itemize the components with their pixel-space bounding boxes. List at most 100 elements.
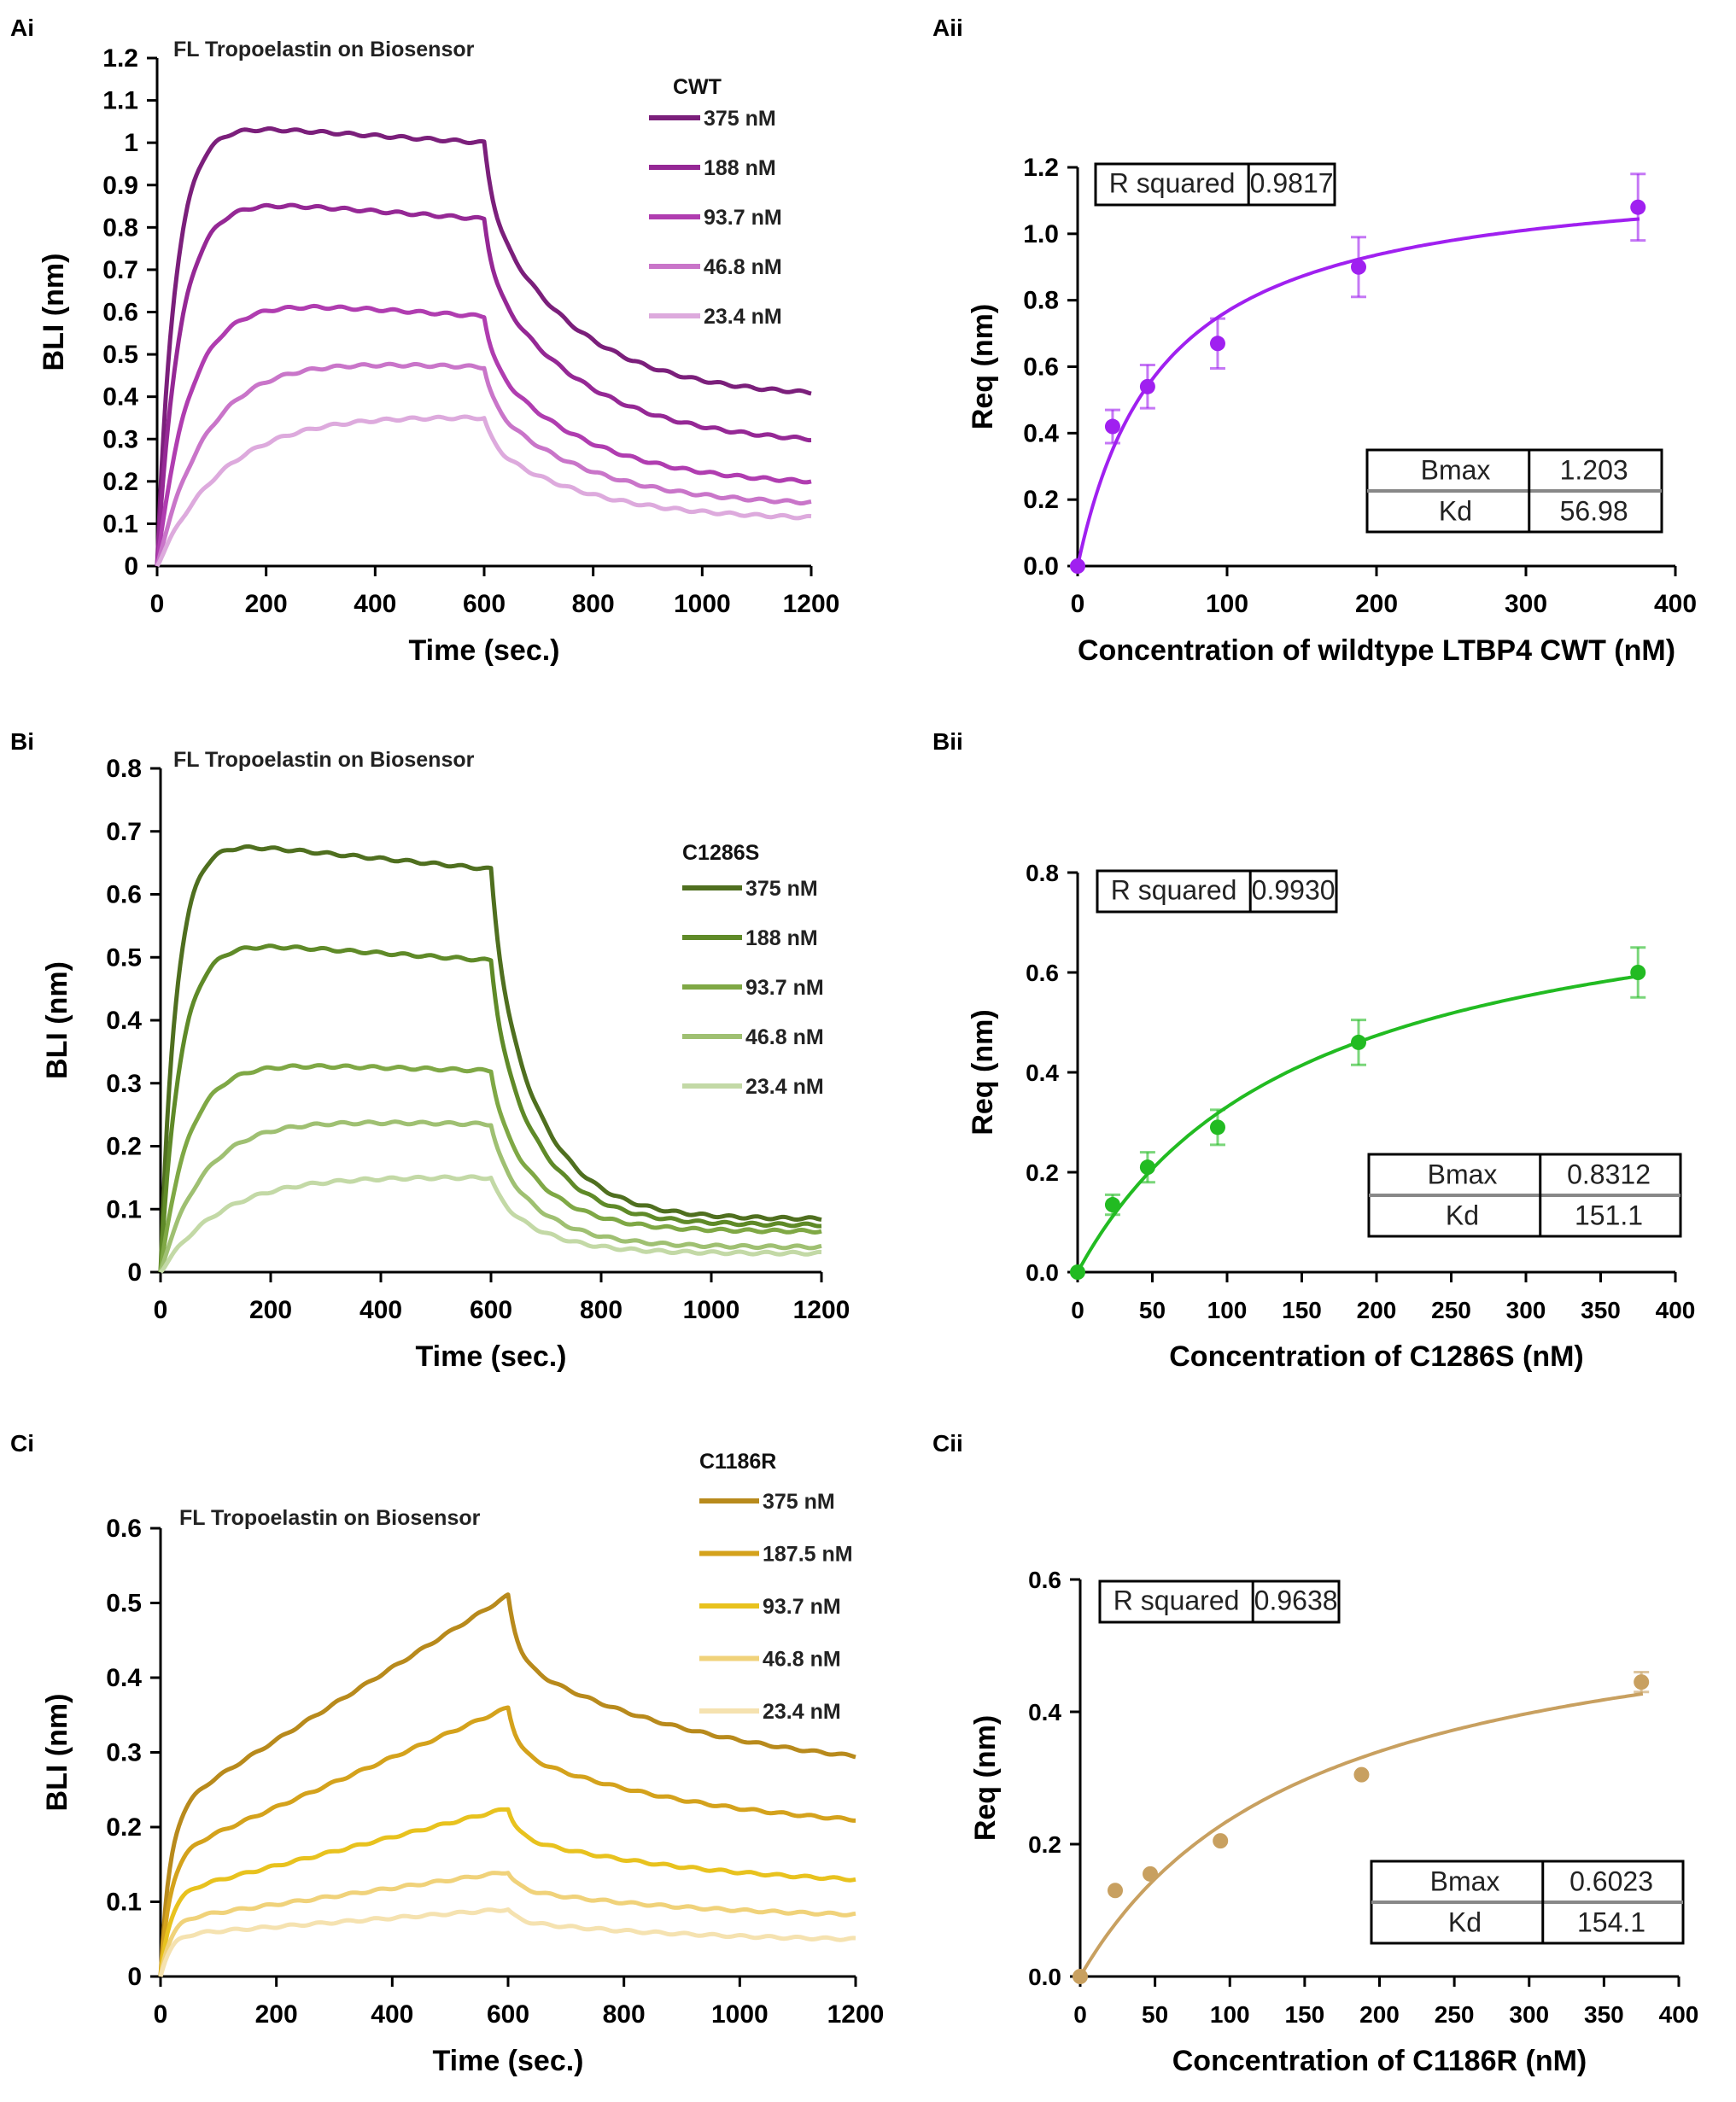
y-tick-label: 0.9 [102,172,138,200]
y-tick-label: 1 [124,129,138,157]
series-line-93-7-nm [158,1807,856,1977]
legend-item-label: 93.7 nM [763,1595,841,1619]
fit-param-label: Bmax [1421,455,1491,486]
legend-item-label: 188 nM [745,926,818,950]
x-tick-label: 200 [1357,1297,1397,1323]
y-tick-label: 0.4 [1023,419,1059,447]
y-tick-label: 1.2 [1023,154,1059,182]
r-squared-box: R squared 0.9930 [1096,869,1338,914]
x-tick-label: 1000 [674,590,731,618]
x-tick-label: 50 [1139,1297,1166,1323]
x-tick-label: 150 [1285,2001,1325,2028]
x-axis-label: Time (sec.) [408,634,559,667]
panel-aii: Aii 0.0 0.2 0.4 0.6 0.8 1.0 1.2 0 100 200 300 400 Con… [932,15,1697,667]
data-point [1104,1197,1120,1213]
x-tick-label: 250 [1431,1297,1471,1323]
series-line-375-nm [158,844,822,1273]
series-line-23-4-nm [158,1907,856,1977]
fit-param-value: 0.8312 [1567,1159,1651,1190]
y-tick-label: 0.8 [1023,287,1059,315]
fit-params-box: Bmax 0.6023 Kd 154.1 [1370,1860,1685,1945]
data-point [1139,1159,1155,1176]
y-tick-label: 0.3 [106,1739,142,1767]
y-tick-label: 0.4 [106,1664,142,1692]
panel-cii: Cii 0.0 0.2 0.4 0.6 0 50 100 150 200 250 300 350 400 C… [932,1430,1698,2077]
data-point [1351,1034,1366,1050]
data-point [1213,1833,1229,1849]
x-tick-label: 100 [1206,590,1248,618]
x-tick-label: 100 [1207,1297,1248,1323]
y-tick-label: 0.0 [1023,552,1059,581]
x-tick-label: 350 [1584,2001,1624,2028]
r-squared-label: R squared [1113,1585,1240,1616]
fit-param-label: Bmax [1430,1866,1500,1897]
y-tick-label: 0.3 [106,1070,142,1098]
series-line-46-8-nm [158,1119,822,1273]
data-point [1070,1264,1085,1280]
fit-param-value: 56.98 [1560,496,1628,527]
y-axis-label: BLI (nm) [41,1694,73,1812]
legend-item-label: 375 nM [745,877,818,901]
panel-label: Bi [10,728,34,755]
x-tick-label: 200 [1359,2001,1400,2028]
x-tick-label: 300 [1506,1297,1546,1323]
legend-item-label: 187.5 nM [763,1543,853,1567]
legend-item-label: 46.8 nM [745,1025,824,1049]
series-line-375-nm [155,126,812,567]
legend-item-label: 93.7 nM [704,206,782,230]
data-point [1209,1119,1225,1136]
x-tick-label: 0 [1073,2001,1087,2028]
x-tick-label: 200 [249,1296,292,1324]
legend-item-label: 188 nM [704,156,776,180]
fit-params-box: Bmax 1.203 Kd 56.98 [1365,448,1663,534]
legend-item-label: 23.4 nM [763,1700,841,1724]
fit-param-value: 154.1 [1577,1907,1645,1938]
series-line-188-nm [158,943,822,1273]
panel-bi: Bi 0 0.1 0.2 0.3 0.4 0.5 0.6 0.7 0.8 0 200 400 600 800… [10,728,850,1373]
y-axis-label: Req (nm) [969,1715,1002,1841]
r-squared-box-frame [1094,162,1336,207]
fit-param-value: 151.1 [1575,1200,1643,1231]
fit-curve [1078,1691,1644,1978]
x-tick-label: 0 [154,2000,168,2029]
chart-title: FL Tropoelastin on Biosensor [173,748,475,772]
y-tick-label: 0.2 [1028,1831,1061,1858]
x-tick-label: 1200 [827,2000,885,2029]
r-squared-value: 0.9817 [1250,168,1334,199]
y-tick-label: 0.3 [102,425,138,453]
fit-param-label: Kd [1439,496,1472,527]
fit-param-label: Bmax [1428,1159,1498,1190]
y-tick-label: 0.2 [1026,1159,1059,1186]
x-tick-label: 1000 [683,1296,740,1324]
series-line-375-nm [158,1592,856,1977]
y-tick-label: 0.6 [1023,353,1059,382]
fit-param-value: 1.203 [1560,455,1628,486]
panel-ci: Ci 0 0.1 0.2 0.3 0.4 0.5 0.6 0 200 400 600 800 1000 12… [10,1430,884,2077]
legend: C1286S 375 nM 188 nM 93.7 nM 46.8 nM 23.4 nM [682,841,824,1099]
x-tick-label: 250 [1435,2001,1475,2028]
fit-param-value: 0.6023 [1569,1866,1653,1897]
y-tick-label: 0 [124,552,138,581]
x-tick-label: 300 [1509,2001,1549,2028]
r-squared-value: 0.9638 [1254,1585,1338,1616]
x-tick-label: 400 [354,590,396,618]
r-squared-label: R squared [1111,875,1237,906]
x-tick-label: 0 [1071,590,1085,618]
x-axis-label: Concentration of wildtype LTBP4 CWT (nM) [1078,634,1675,667]
panel-label: Ci [10,1430,34,1457]
y-tick-label: 0.2 [106,1133,142,1161]
y-axis-label: BLI (nm) [41,961,73,1079]
legend-item-label: 23.4 nM [745,1075,824,1099]
y-tick-label: 0.6 [102,299,138,327]
series-line-187-5-nm [158,1705,856,1977]
x-tick-label: 100 [1210,2001,1250,2028]
series-line-46-8-nm [158,1871,856,1977]
legend-item-label: 23.4 nM [704,305,782,329]
data-point [1104,418,1120,435]
y-tick-label: 0.6 [106,1515,142,1543]
fit-param-label: Kd [1448,1907,1482,1938]
y-tick-label: 1.1 [102,87,138,115]
y-tick-label: 0.2 [1023,486,1059,514]
legend-item-label: 46.8 nM [704,255,782,279]
